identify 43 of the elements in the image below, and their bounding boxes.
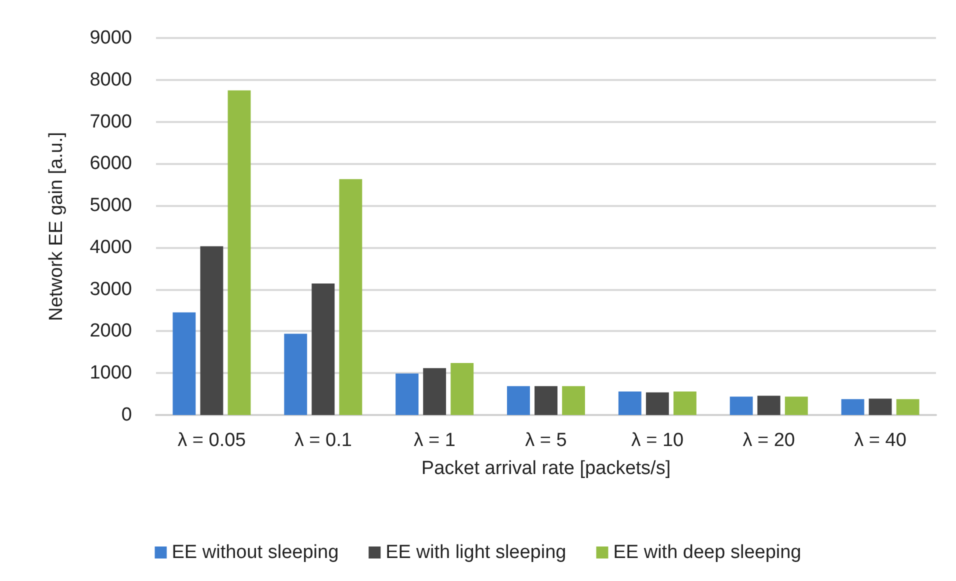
legend-label: EE with light sleeping <box>386 542 566 563</box>
legend-label: EE without sleeping <box>172 542 339 563</box>
y-tick-label: 2000 <box>90 320 132 342</box>
bar <box>868 398 892 415</box>
bar <box>284 334 308 415</box>
bar <box>562 386 585 415</box>
y-tick-label: 9000 <box>90 28 132 48</box>
bar <box>896 399 920 415</box>
x-tick-label: λ = 10 <box>631 430 684 451</box>
y-tick-label: 3000 <box>90 278 132 300</box>
x-tick-label: λ = 5 <box>525 430 567 451</box>
y-tick-label: 4000 <box>90 236 132 258</box>
bar <box>618 392 642 415</box>
x-tick-label: λ = 0.1 <box>294 430 352 451</box>
x-tick-label: λ = 20 <box>742 430 796 451</box>
x-tick-label: λ = 1 <box>414 430 456 451</box>
bar <box>200 246 224 415</box>
bar <box>673 392 696 415</box>
y-axis-title: Network EE gain [a.u.] <box>46 132 67 322</box>
legend-label: EE with deep sleeping <box>613 542 802 563</box>
bar <box>507 386 530 415</box>
y-tick-label: 5000 <box>90 195 132 216</box>
bar <box>172 312 196 415</box>
bar <box>841 399 864 415</box>
bar <box>423 368 446 415</box>
bar <box>534 386 558 415</box>
x-axis-title: Packet arrival rate [packets/s] <box>421 458 671 479</box>
y-tick-label: 0 <box>121 404 132 426</box>
bar <box>757 396 780 415</box>
x-tick-label: λ = 0.05 <box>178 430 246 451</box>
y-tick-label: 7000 <box>90 111 132 132</box>
bar <box>784 396 808 415</box>
y-tick-label: 6000 <box>90 153 132 174</box>
bar <box>396 374 419 415</box>
bar <box>730 396 753 415</box>
bar <box>646 392 669 415</box>
bar <box>228 90 251 415</box>
bar <box>312 283 335 415</box>
x-tick-label: λ = 40 <box>854 430 906 451</box>
bar <box>339 179 362 415</box>
y-tick-label: 1000 <box>90 362 132 384</box>
y-tick-label: 8000 <box>90 69 132 90</box>
bar <box>450 363 474 415</box>
